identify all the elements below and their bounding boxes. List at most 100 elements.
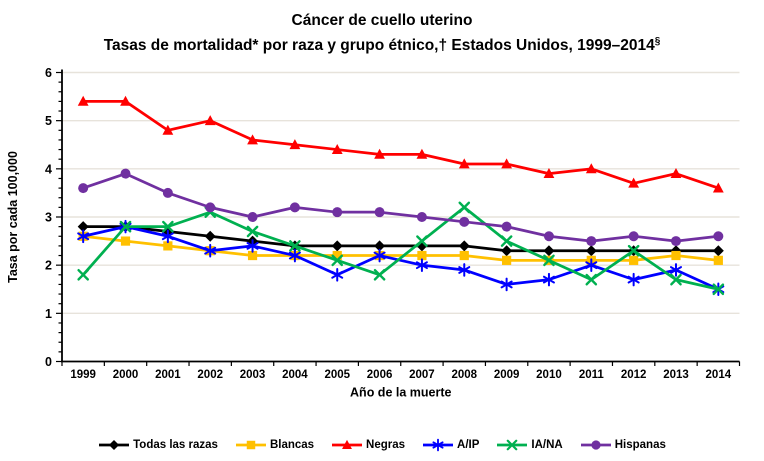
- marker-x: [712, 283, 725, 296]
- marker-circle: [543, 231, 554, 242]
- x-tick-label: 2008: [451, 369, 477, 381]
- marker-x: [627, 244, 640, 257]
- chart-title-line2: Tasas de mortalidad* por raza y grupo ét…: [103, 36, 661, 55]
- x-tick-label: 2004: [282, 369, 308, 381]
- marker-square: [247, 250, 258, 261]
- legend-label: Negras: [366, 439, 406, 451]
- marker-circle: [586, 236, 597, 247]
- y-axis-title: Tasa por cada 100,000: [6, 151, 20, 283]
- marker-triangle: [77, 95, 89, 106]
- marker-asterisk: [415, 258, 428, 272]
- marker-x: [416, 235, 428, 247]
- marker-x: [331, 254, 344, 267]
- marker-diamond: [109, 439, 120, 451]
- chart-title-line1: Cáncer de cuello uterino: [291, 12, 473, 29]
- x-tick-label: 2009: [494, 369, 520, 381]
- chart-title: Cáncer de cuello uterino Tasas de mortal…: [0, 10, 764, 56]
- marker-asterisk: [542, 272, 555, 287]
- legend-item-blancas: Blancas: [235, 438, 314, 452]
- marker-triangle: [374, 148, 385, 159]
- marker-asterisk: [288, 248, 301, 263]
- marker-circle: [459, 216, 470, 227]
- marker-x: [246, 225, 259, 238]
- series-line: [81, 225, 720, 291]
- marker-square: [120, 236, 131, 246]
- marker-triangle: [416, 148, 428, 159]
- x-tick-label: 2011: [579, 369, 605, 381]
- x-tick-label: 2002: [197, 369, 223, 381]
- marker-triangle: [458, 158, 470, 169]
- marker-circle: [374, 207, 385, 218]
- marker-asterisk: [432, 438, 444, 452]
- marker-circle: [670, 236, 681, 247]
- marker-triangle: [543, 168, 555, 179]
- marker-diamond: [712, 245, 724, 257]
- marker-asterisk: [627, 272, 640, 287]
- marker-diamond: [543, 245, 555, 257]
- line-chart: 0 1 2 3 4 5 6 1999 2000 2001 2002 2003 2004 2005 2006 2…: [6, 66, 741, 400]
- legend-item-negras: Negras: [331, 438, 405, 452]
- marker-triangle: [289, 139, 301, 150]
- marker-square: [417, 250, 427, 261]
- x-tick-label: 2010: [536, 369, 562, 381]
- marker-x: [500, 235, 513, 247]
- x-tick-label: 1999: [70, 369, 96, 381]
- marker-diamond: [458, 240, 470, 252]
- marker-diamond: [501, 245, 513, 257]
- marker-circle: [78, 183, 89, 194]
- marker-circle: [120, 168, 131, 179]
- legend-label: IA/NA: [531, 439, 563, 451]
- y-tick-label: 4: [45, 162, 52, 176]
- legend-marker-icon: [235, 440, 266, 450]
- y-tick-label: 2: [45, 259, 52, 273]
- x-tick-label: 2014: [706, 369, 732, 381]
- series-a-ip: [77, 219, 725, 297]
- marker-triangle: [501, 158, 513, 169]
- x-axis-title: Año de la muerte: [350, 386, 451, 400]
- marker-asterisk: [204, 243, 217, 258]
- x-tick-label: 2007: [409, 369, 435, 381]
- marker-triangle: [712, 182, 724, 193]
- x-tick-label: 2000: [113, 369, 139, 381]
- series-hispanas: [78, 168, 724, 247]
- legend-item-a-ip: A/IP: [422, 438, 479, 452]
- marker-x: [289, 240, 301, 252]
- series-line: [81, 100, 720, 190]
- x-tick-label: 2012: [621, 369, 647, 381]
- marker-triangle: [162, 124, 174, 135]
- marker-diamond: [204, 230, 216, 242]
- legend-item-todas-las-razas: Todas las razas: [98, 438, 218, 452]
- series-ia-na: [77, 201, 725, 296]
- marker-x: [585, 273, 598, 286]
- legend-marker-icon: [423, 438, 454, 452]
- marker-triangle: [670, 168, 682, 179]
- marker-x: [458, 201, 471, 214]
- legend-marker-icon: [332, 439, 363, 450]
- legend-item-ia-na: IA/NA: [496, 438, 563, 452]
- marker-circle: [591, 440, 601, 450]
- y-tick-label: 0: [45, 355, 52, 369]
- legend-marker-icon: [497, 439, 528, 451]
- marker-circle: [162, 187, 173, 198]
- y-tick-label: 3: [45, 211, 52, 225]
- marker-x: [162, 220, 174, 233]
- marker-diamond: [670, 245, 682, 257]
- marker-diamond: [77, 221, 89, 233]
- x-tick-label: 2006: [367, 369, 393, 381]
- marker-square: [502, 255, 512, 265]
- legend-marker-icon: [99, 439, 130, 451]
- y-tick-label: 1: [45, 307, 52, 321]
- chart-legend: Todas las razas Blancas Negras A/IP IA/NA His…: [0, 438, 764, 452]
- marker-x: [373, 269, 386, 281]
- marker-x: [543, 254, 555, 267]
- marker-triangle: [585, 163, 597, 174]
- marker-square: [713, 255, 723, 265]
- marker-asterisk: [458, 263, 471, 277]
- series-line: [81, 205, 720, 291]
- marker-circle: [289, 202, 300, 213]
- marker-asterisk: [500, 277, 513, 292]
- legend-label: Todas las razas: [133, 439, 218, 451]
- x-tick-label: 2013: [663, 369, 689, 381]
- title-footnote-symbol: §: [654, 36, 661, 47]
- marker-diamond: [331, 240, 343, 252]
